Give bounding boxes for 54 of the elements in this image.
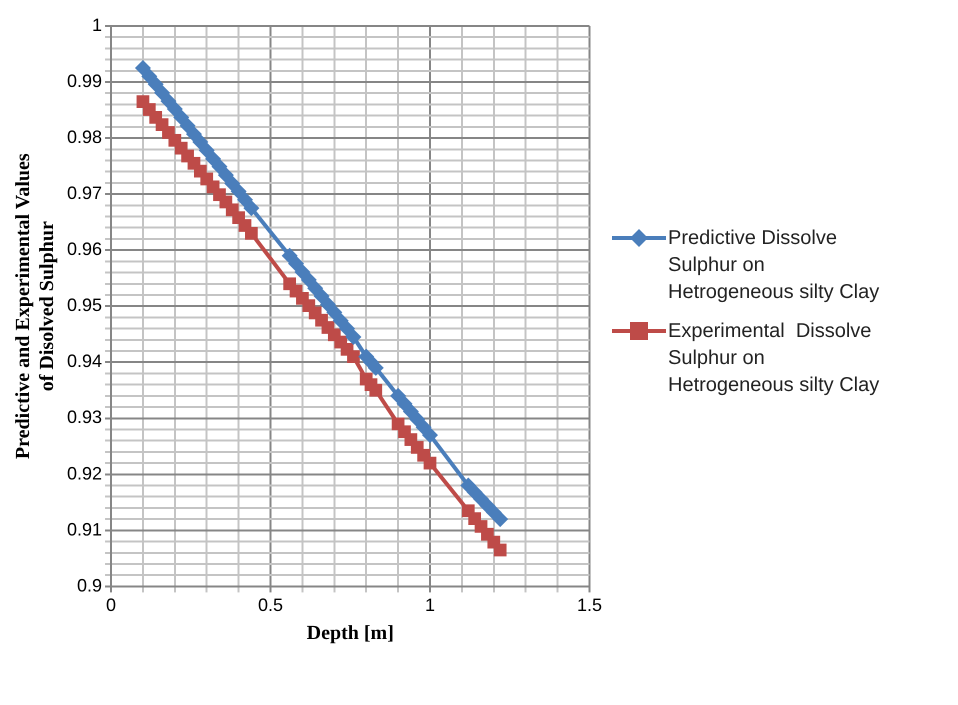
y-axis-title: Predictive and Experimental Values of Disolved Sulphur (12, 153, 58, 460)
point (211, 158, 228, 175)
point (314, 288, 330, 304)
point (218, 167, 234, 184)
y-tick-label: 0.97 (66, 183, 102, 204)
x-tick-label: 0 (106, 595, 116, 616)
point (198, 142, 215, 158)
point (294, 264, 310, 280)
y-tick-label: 0.91 (66, 519, 102, 540)
point (134, 60, 151, 76)
legend-label: Predictive Dissolve Sulphur on Hetrogeneous silty Clay (668, 226, 880, 305)
point (390, 388, 406, 404)
point (148, 76, 164, 92)
x-tick-label: 0.5 (258, 595, 284, 616)
y-tick-label: 0.99 (66, 71, 102, 92)
point (192, 134, 208, 150)
y-tick-label: 0.94 (66, 351, 102, 372)
point (339, 320, 356, 337)
x-tick-label: 1 (424, 595, 436, 616)
x-tick-label: 1.5 (576, 595, 602, 616)
point (345, 329, 362, 346)
y-tick-label: 0.95 (66, 295, 102, 316)
point (369, 384, 382, 397)
point (424, 456, 436, 470)
point (237, 192, 253, 208)
y-tick-label: 0.96 (66, 239, 102, 260)
point (332, 312, 349, 329)
y-tick-label: 1 (92, 14, 102, 35)
point (494, 544, 507, 556)
y-tick-label: 0.92 (66, 463, 102, 484)
point (347, 350, 360, 363)
point (307, 280, 324, 296)
y-tick-label: 0.9 (77, 575, 102, 596)
point (180, 118, 196, 134)
point (402, 404, 419, 420)
y-tick-label: 0.98 (66, 127, 102, 148)
point (422, 427, 438, 444)
x-axis-title: Depth [m] (306, 622, 394, 644)
point (288, 256, 304, 272)
legend-label: Experimental Dissolve Sulphur on Hetrogeneous silty Clay (668, 319, 880, 398)
point (300, 272, 317, 288)
y-tick-label: 0.93 (66, 407, 102, 428)
point (173, 109, 190, 126)
point (320, 296, 336, 313)
point (326, 304, 342, 320)
point (205, 150, 222, 167)
point (282, 248, 298, 264)
point (230, 183, 247, 200)
point (154, 84, 170, 101)
point (243, 200, 260, 216)
point (166, 100, 183, 117)
point (492, 511, 508, 528)
point (416, 419, 432, 436)
point (245, 226, 258, 240)
